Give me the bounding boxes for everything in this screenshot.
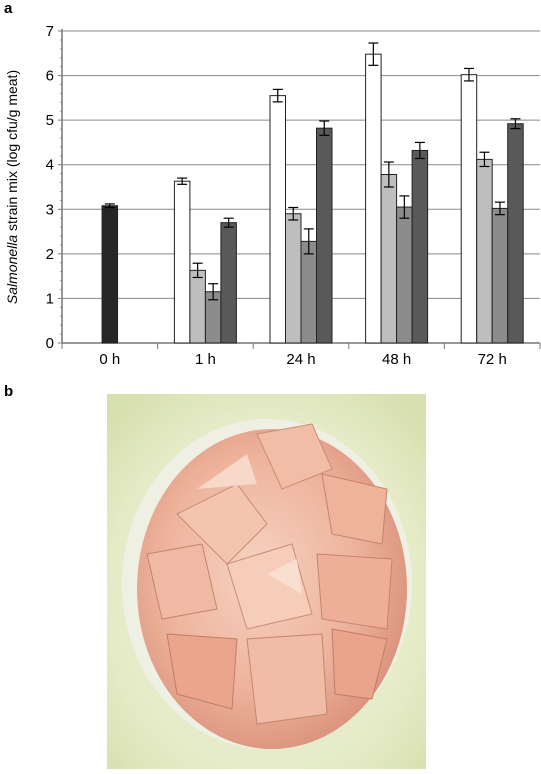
y-axis-title-italic: Salmonella — [4, 235, 20, 304]
bar — [460, 74, 478, 344]
y-tick-label: 7 — [46, 23, 54, 40]
bar — [101, 205, 119, 344]
x-tick-label: 48 h — [382, 351, 411, 368]
x-tick-label: 24 h — [286, 351, 315, 368]
bar — [491, 207, 509, 344]
meat-pile — [137, 423, 407, 749]
y-tick-label: 3 — [46, 201, 54, 218]
y-axis-title-rest: strain mix (log cfu/g meat) — [4, 70, 20, 235]
bar — [396, 206, 413, 344]
y-tick-label: 5 — [46, 112, 54, 129]
bar — [269, 95, 286, 344]
raw-chicken-pieces-photo — [107, 394, 426, 769]
x-tick-label: 72 h — [478, 351, 507, 368]
chicken-photo — [107, 394, 426, 769]
bars — [101, 42, 524, 344]
bar — [285, 213, 302, 344]
x-tick-label: 1 h — [195, 351, 216, 368]
y-tick-label: 4 — [46, 157, 54, 174]
bar — [365, 53, 382, 344]
bar — [411, 149, 429, 344]
bar — [220, 222, 237, 344]
bar — [476, 158, 493, 344]
panel-a-label: a — [4, 0, 13, 17]
bar — [173, 180, 191, 344]
bar-chart: 0 1 2 3 4 5 6 7 0 h 1 h 24 h 48 h 72 h Salmonella st… — [4, 23, 541, 368]
axis-labels: 0 1 2 3 4 5 6 7 0 h 1 h 24 h 48 h 72 h — [46, 23, 507, 368]
bar — [380, 174, 398, 344]
bar — [189, 269, 206, 344]
panel-b-label: b — [4, 383, 14, 400]
bar — [300, 240, 317, 344]
y-axis-title: Salmonella strain mix (log cfu/g meat) — [4, 70, 20, 304]
bar — [507, 123, 524, 344]
y-tick-label: 2 — [46, 246, 54, 263]
x-tick-label: 0 h — [99, 351, 120, 368]
bar — [316, 127, 333, 344]
y-tick-label: 6 — [46, 68, 54, 85]
grid-lines — [62, 30, 540, 299]
y-tick-label: 1 — [46, 290, 54, 307]
y-tick-label: 0 — [46, 335, 54, 352]
